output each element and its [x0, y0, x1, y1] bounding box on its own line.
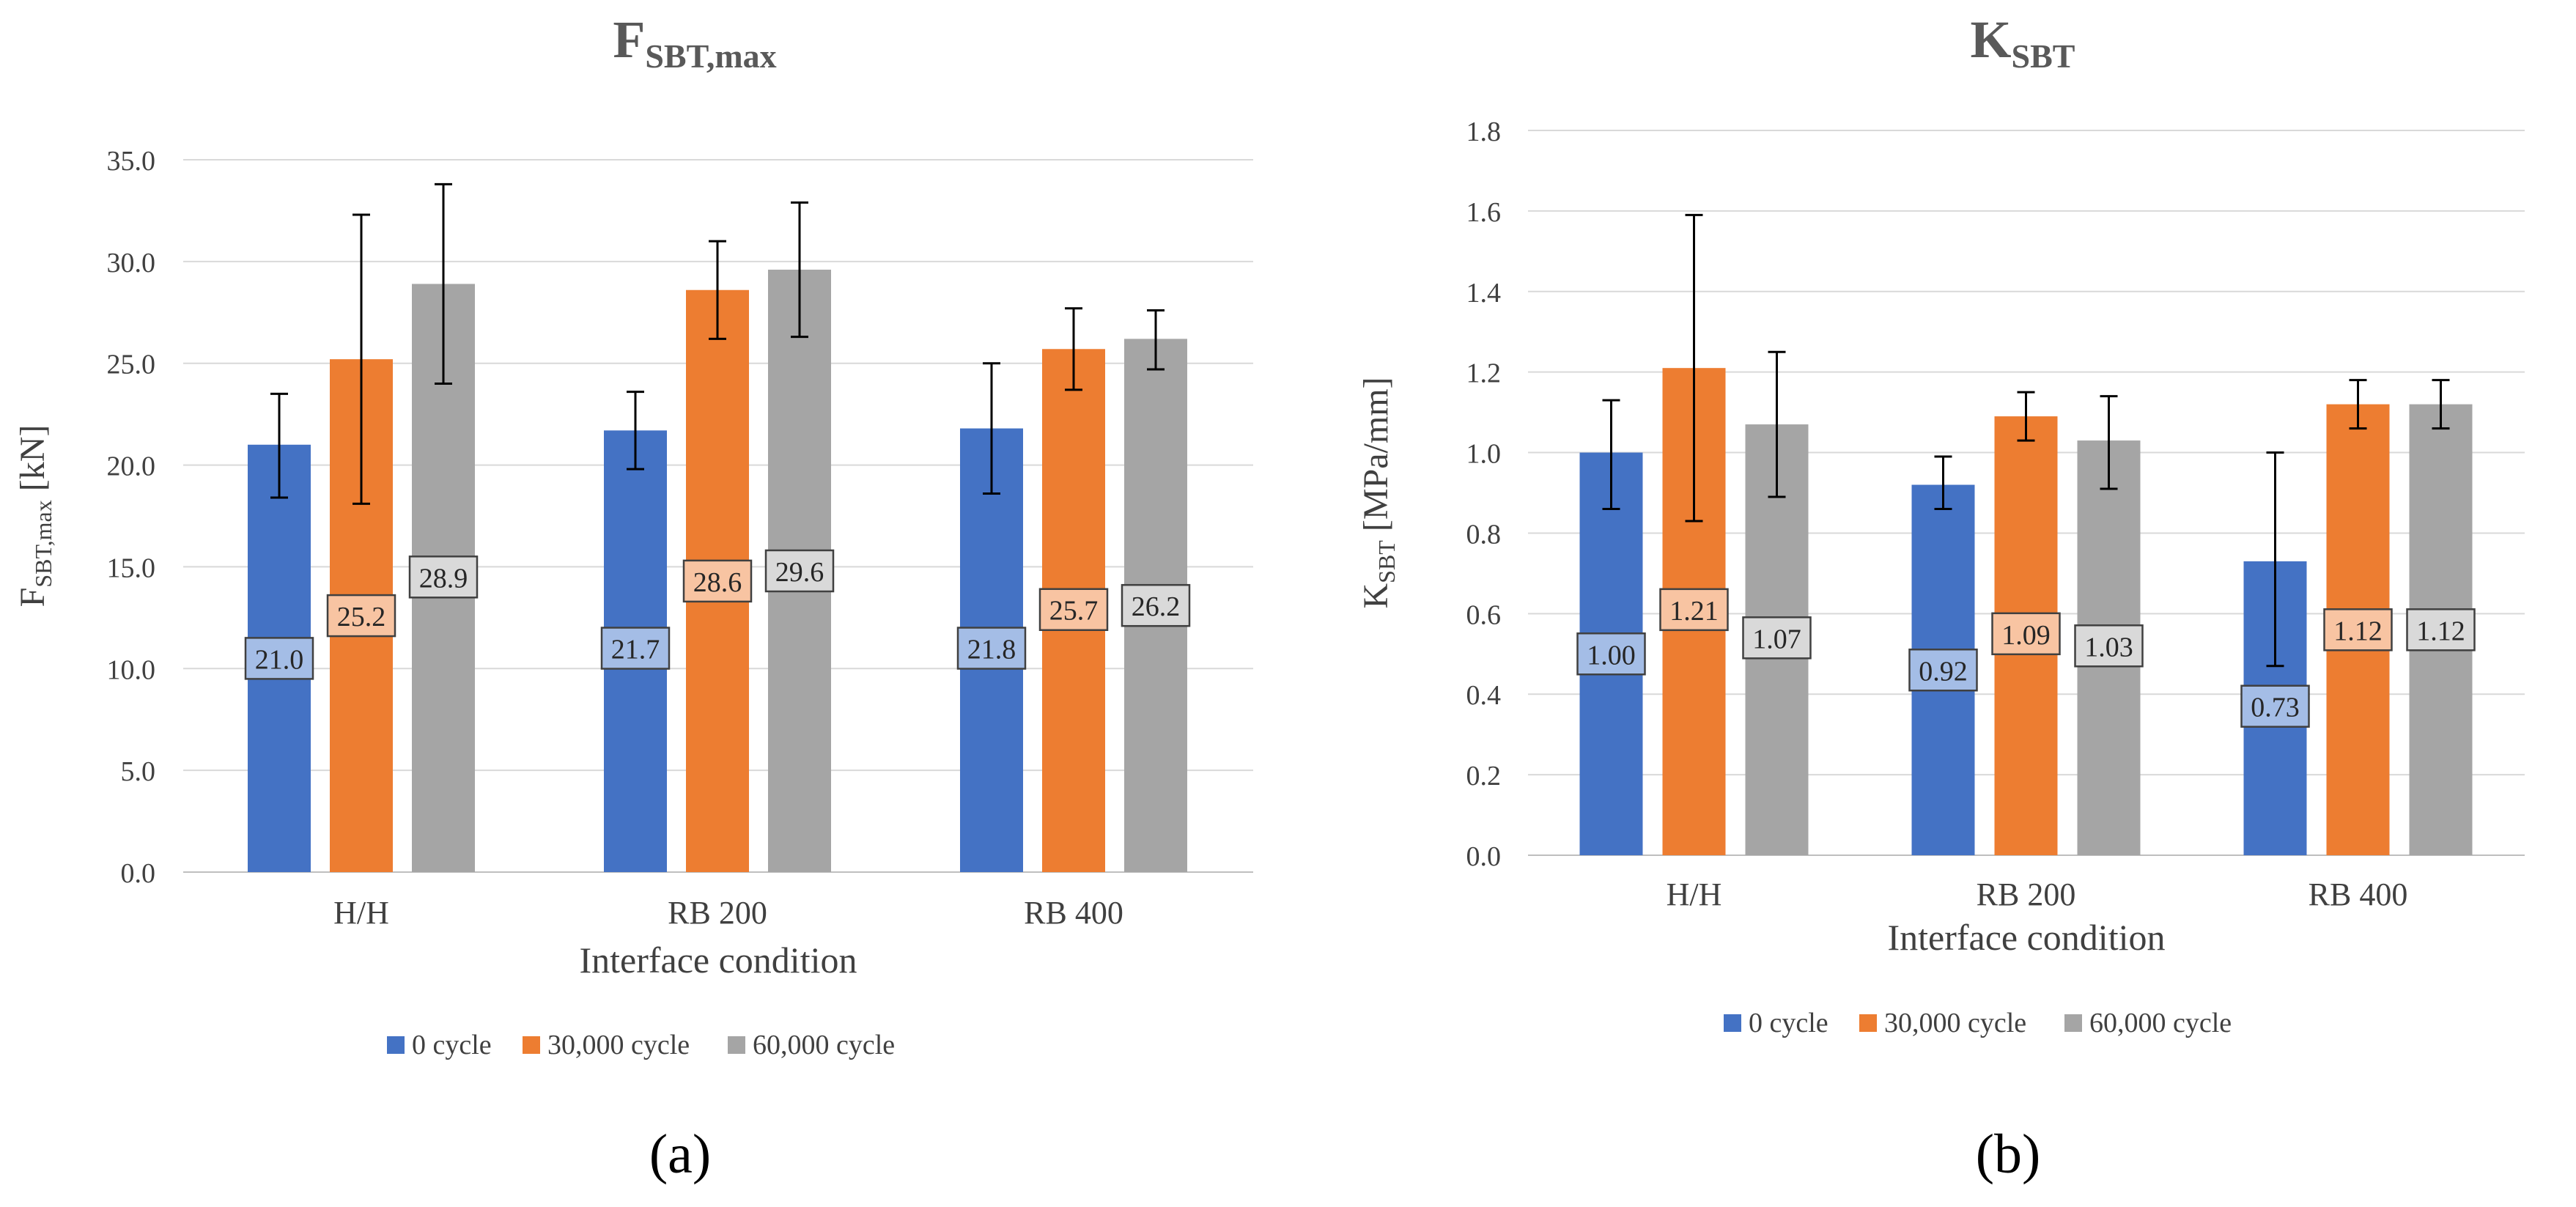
data-label-box	[2240, 684, 2310, 728]
chart-title-main: K	[1971, 10, 2012, 69]
data-label-box	[2074, 624, 2144, 668]
data-label: 28.6	[693, 567, 742, 598]
data-label: 28.9	[419, 563, 468, 594]
y-tick-label: 1.4	[1466, 278, 1502, 309]
y-tick-label: 10.0	[107, 654, 156, 685]
y-axis-label-subscript: SBT,max	[30, 500, 56, 587]
data-label: 1.12	[2333, 616, 2383, 646]
y-tick-label: 0.6	[1466, 599, 1502, 630]
data-label-box	[682, 559, 753, 603]
data-label: 25.2	[337, 602, 386, 632]
x-tick-label: RB 400	[1024, 895, 1123, 931]
legend-entry: 60,000 cycle	[753, 1030, 895, 1060]
x-tick-label: RB 400	[2309, 876, 2408, 912]
data-label: 1.07	[1752, 624, 1801, 654]
chart-title: KSBT	[1971, 10, 2075, 75]
data-label: 21.8	[967, 635, 1016, 665]
data-label: 1.00	[1587, 640, 1636, 671]
data-label-box	[956, 627, 1027, 670]
data-label-box	[1038, 588, 1109, 631]
data-label: 1.21	[1669, 596, 1719, 627]
legend-entry: 0 cycle	[1749, 1008, 1828, 1038]
y-axis-label: KSBT [MPa/mm]	[1357, 377, 1400, 608]
data-label-box	[1742, 616, 1812, 660]
y-tick-label: 25.0	[107, 350, 156, 380]
y-tick-label: 1.6	[1466, 197, 1502, 228]
y-tick-label: 0.4	[1466, 680, 1502, 711]
y-axis-label-main: K	[1357, 583, 1395, 609]
panel-label: (a)	[649, 1123, 711, 1185]
data-label: 25.7	[1049, 596, 1099, 627]
data-label-box	[2406, 608, 2476, 652]
data-label-box	[1576, 632, 1646, 676]
x-axis-label: Interface condition	[1888, 917, 2166, 958]
y-axis-label-main: F	[13, 588, 52, 608]
data-label: 0.73	[2251, 693, 2300, 723]
legend-swatch	[387, 1036, 405, 1054]
y-tick-label: 35.0	[107, 146, 156, 177]
y-tick-label: 0.0	[1466, 841, 1502, 872]
data-label-box	[1991, 612, 2061, 656]
legend-swatch	[1724, 1014, 1741, 1032]
data-label-box	[408, 555, 479, 599]
x-tick-label: RB 200	[1977, 876, 2076, 912]
legend-swatch	[1859, 1014, 1877, 1032]
legend-swatch	[728, 1036, 745, 1054]
legend-entry: 30,000 cycle	[547, 1030, 690, 1060]
data-label: 21.7	[611, 635, 660, 665]
legend-entry: 0 cycle	[412, 1030, 492, 1060]
y-tick-label: 1.2	[1466, 358, 1502, 389]
chart-title: FSBT,max	[613, 10, 776, 75]
y-axis-label-subscript: SBT	[1373, 540, 1400, 583]
data-label: 1.03	[2084, 632, 2133, 662]
data-label-box	[764, 549, 835, 593]
y-tick-label: 15.0	[107, 553, 156, 583]
y-axis-label-unit: [kN]	[13, 425, 52, 501]
y-tick-label: 30.0	[107, 248, 156, 278]
chart-title-subscript: SBT	[2012, 37, 2075, 75]
y-tick-label: 1.0	[1466, 439, 1502, 470]
legend-entry: 60,000 cycle	[2089, 1008, 2232, 1038]
panel-label: (b)	[1976, 1123, 2041, 1185]
y-tick-label: 5.0	[121, 756, 156, 787]
y-tick-label: 20.0	[107, 451, 156, 482]
data-label-box	[2323, 608, 2393, 652]
legend-entry: 30,000 cycle	[1884, 1008, 2026, 1038]
data-label-box	[1659, 588, 1729, 632]
y-axis-label-unit: [MPa/mm]	[1357, 377, 1395, 540]
data-label-box	[326, 594, 396, 638]
chart-panel-a: FSBT,max0.05.010.015.020.025.030.035.0FS…	[13, 10, 1253, 1185]
data-label-box	[244, 637, 314, 680]
chart-title-main: F	[613, 10, 645, 69]
data-label-box	[1121, 583, 1191, 627]
data-label-box	[600, 627, 671, 670]
legend-swatch	[2064, 1014, 2082, 1032]
y-tick-label: 1.8	[1466, 117, 1502, 147]
legend-swatch	[523, 1036, 540, 1054]
y-tick-label: 0.0	[121, 858, 156, 889]
x-tick-label: RB 200	[668, 895, 767, 931]
x-tick-label: H/H	[1667, 876, 1722, 912]
chart-title-subscript: SBT,max	[645, 37, 776, 75]
data-label: 26.2	[1132, 591, 1181, 622]
data-label: 29.6	[775, 557, 824, 588]
data-label-box	[1908, 649, 1978, 692]
y-tick-label: 0.8	[1466, 519, 1502, 550]
x-axis-label: Interface condition	[580, 940, 857, 981]
data-label: 0.92	[1919, 656, 1968, 687]
data-label: 21.0	[255, 644, 304, 675]
data-label: 1.09	[2001, 620, 2051, 651]
y-axis-label: FSBT,max [kN]	[13, 425, 56, 608]
data-label: 1.12	[2416, 616, 2465, 646]
x-tick-label: H/H	[333, 895, 389, 931]
y-tick-label: 0.2	[1466, 761, 1502, 791]
